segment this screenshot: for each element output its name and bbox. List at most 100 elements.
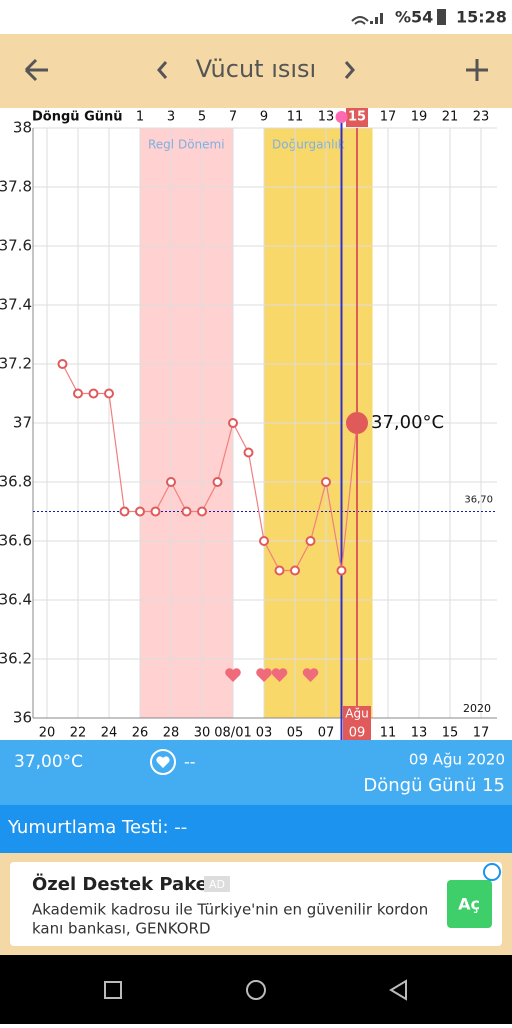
y-tick-label: 37.6 [0, 237, 32, 255]
heart [271, 668, 288, 682]
cycle-day-label: 3 [167, 110, 175, 125]
heart-button[interactable] [150, 749, 176, 775]
info-date: 09 Ağu 2020 [409, 751, 505, 769]
data-point [57, 359, 68, 369]
y-tick-label: 38 [13, 119, 32, 137]
ad-button[interactable] [447, 880, 492, 928]
info-temperature: 37,00°C [14, 752, 83, 772]
nav-bar [0, 955, 512, 1024]
ovulation-bar[interactable] [0, 805, 512, 853]
cycle-day-label: 21 [442, 110, 459, 125]
clock: 15:28 [456, 8, 507, 27]
y-tick-label: 37.8 [0, 178, 32, 196]
data-point [346, 412, 368, 434]
chart: Regl Dönemi Doğurganlık 36 36.2 36.4 36.6 36.8… [0, 108, 497, 742]
x-tick-label: 15 [442, 726, 459, 741]
chart-area [0, 108, 512, 740]
data-point [212, 477, 223, 487]
back-nav-button[interactable] [389, 979, 407, 1001]
y-tick-label: 36 [13, 709, 32, 727]
ad-info-icon[interactable] [483, 863, 501, 881]
x-tick-label: 09 [349, 726, 366, 741]
info-cycle-day: Döngü Günü 15 [363, 775, 505, 796]
y-tick-label: 36.8 [0, 473, 32, 491]
y-tick-label: 36.6 [0, 532, 32, 550]
battery: %54 [395, 8, 433, 27]
ad-badge: AD [209, 878, 225, 891]
info-panel [0, 740, 512, 805]
ad-line: Akademik kadrosu ile Türkiye'nin en güve… [32, 901, 428, 919]
data-point [197, 506, 207, 517]
cycle-day-label: 19 [411, 110, 428, 125]
cycle-day-label: 15 [348, 110, 366, 125]
ad-title: Özel Destek Paketi [32, 873, 223, 895]
y-tick-label: 37.4 [0, 296, 32, 314]
heart-icon [156, 756, 170, 768]
data-point [274, 565, 285, 576]
data-point [243, 447, 254, 458]
x-tick-label: 07 [318, 726, 335, 741]
cycle-day-label: 9 [260, 110, 268, 125]
heart [225, 668, 241, 682]
ad-card[interactable] [10, 862, 502, 946]
battery-icon [437, 9, 446, 25]
today-dot [335, 111, 348, 123]
add-button[interactable] [466, 59, 488, 81]
x-tick-label: 03 [256, 726, 273, 741]
info-note: -- [184, 753, 196, 772]
cycle-day-label: 1 [136, 110, 144, 125]
band-label: Regl Dönemi [148, 138, 225, 152]
reference-label: 36,70 [464, 495, 493, 506]
x-tick-label: 24 [101, 726, 118, 741]
data-point [104, 388, 114, 399]
header [0, 34, 512, 108]
ad-button-label: Aç [458, 895, 480, 914]
y-tick-label: 36.2 [0, 650, 32, 668]
x-tick-label: 22 [70, 726, 87, 741]
x-tick-label: 11 [380, 726, 397, 741]
next-button[interactable] [344, 61, 355, 79]
data-point [73, 388, 83, 399]
data-point [259, 536, 269, 546]
back-button[interactable] [24, 58, 48, 82]
x-tick-label: 17 [473, 726, 490, 741]
year-label: 2020 [463, 702, 491, 715]
y-tick-label: 37.2 [0, 355, 32, 373]
temperature-line [61, 363, 358, 572]
data-point [166, 477, 176, 487]
data-point [181, 506, 192, 517]
x-tick-label: 28 [163, 726, 180, 741]
wifi-icon [351, 16, 369, 25]
y-tick-label: 36.4 [0, 591, 32, 609]
x-tick-label: 13 [411, 726, 428, 741]
recents-button[interactable] [104, 981, 122, 999]
cycle-day-label: 11 [287, 110, 304, 125]
selected-date-bg [343, 706, 371, 742]
cycle-day-label: 17 [380, 110, 397, 125]
y-tick-label: 37 [13, 414, 32, 432]
data-point [135, 506, 145, 517]
prev-button[interactable] [157, 61, 168, 79]
data-point [119, 506, 130, 517]
cycle-day-label: 13 [318, 110, 335, 125]
cycle-day-title: Döngü Günü [32, 110, 123, 125]
ad-badge-bg [204, 876, 230, 892]
signal-icon [370, 13, 383, 24]
ovulation-text: Yumurtlama Testi: -- [7, 817, 187, 838]
cycle-day-label: 5 [198, 110, 206, 125]
x-tick-label: 30 [194, 726, 211, 741]
home-button[interactable] [246, 980, 266, 1000]
selected-month: Ağu [345, 707, 368, 721]
value-label: 37,00°C [371, 412, 444, 433]
ad-line: kanı bankası, GENKORD [32, 920, 211, 938]
data-point [321, 477, 331, 487]
x-tick-label: 26 [132, 726, 149, 741]
x-tick-label: 08/01 [214, 726, 251, 741]
x-tick-label: 20 [39, 726, 56, 741]
heart [256, 668, 272, 682]
data-point [88, 388, 99, 399]
header-title: Vücut ısısı [196, 55, 316, 83]
cycle-day-label: 23 [473, 110, 490, 125]
data-point [305, 536, 316, 546]
